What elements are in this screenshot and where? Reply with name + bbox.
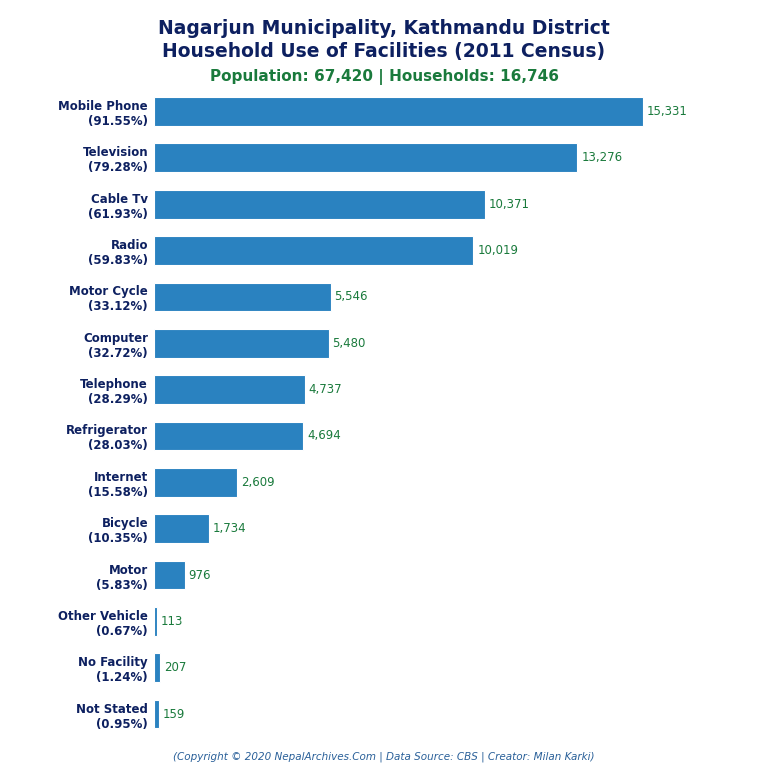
Text: 1,734: 1,734 (213, 522, 247, 535)
Text: 10,019: 10,019 (478, 244, 518, 257)
Text: 159: 159 (163, 707, 185, 720)
Bar (154, 515, 209, 543)
Text: 5,546: 5,546 (335, 290, 368, 303)
Text: 13,276: 13,276 (581, 151, 622, 164)
Text: 976: 976 (189, 568, 211, 581)
Text: 207: 207 (164, 661, 187, 674)
Bar (154, 237, 474, 265)
Text: 4,737: 4,737 (309, 383, 343, 396)
Text: 113: 113 (161, 615, 184, 628)
Text: 15,331: 15,331 (647, 105, 688, 118)
Text: 2,609: 2,609 (240, 476, 274, 488)
Bar (154, 329, 329, 358)
Bar (154, 97, 643, 126)
Bar (154, 144, 578, 172)
Text: Nagarjun Municipality, Kathmandu District: Nagarjun Municipality, Kathmandu Distric… (158, 19, 610, 38)
Bar (154, 422, 303, 450)
Text: 4,694: 4,694 (307, 429, 341, 442)
Bar (154, 607, 157, 636)
Text: Population: 67,420 | Households: 16,746: Population: 67,420 | Households: 16,746 (210, 69, 558, 85)
Bar (154, 654, 161, 682)
Text: (Copyright © 2020 NepalArchives.Com | Data Source: CBS | Creator: Milan Karki): (Copyright © 2020 NepalArchives.Com | Da… (174, 751, 594, 762)
Bar (154, 700, 159, 729)
Text: 5,480: 5,480 (333, 337, 366, 349)
Bar (154, 561, 185, 589)
Bar (154, 190, 485, 219)
Bar (154, 283, 331, 311)
Text: 10,371: 10,371 (488, 197, 530, 210)
Bar (154, 468, 237, 497)
Bar (154, 376, 305, 404)
Text: Household Use of Facilities (2011 Census): Household Use of Facilities (2011 Census… (163, 42, 605, 61)
